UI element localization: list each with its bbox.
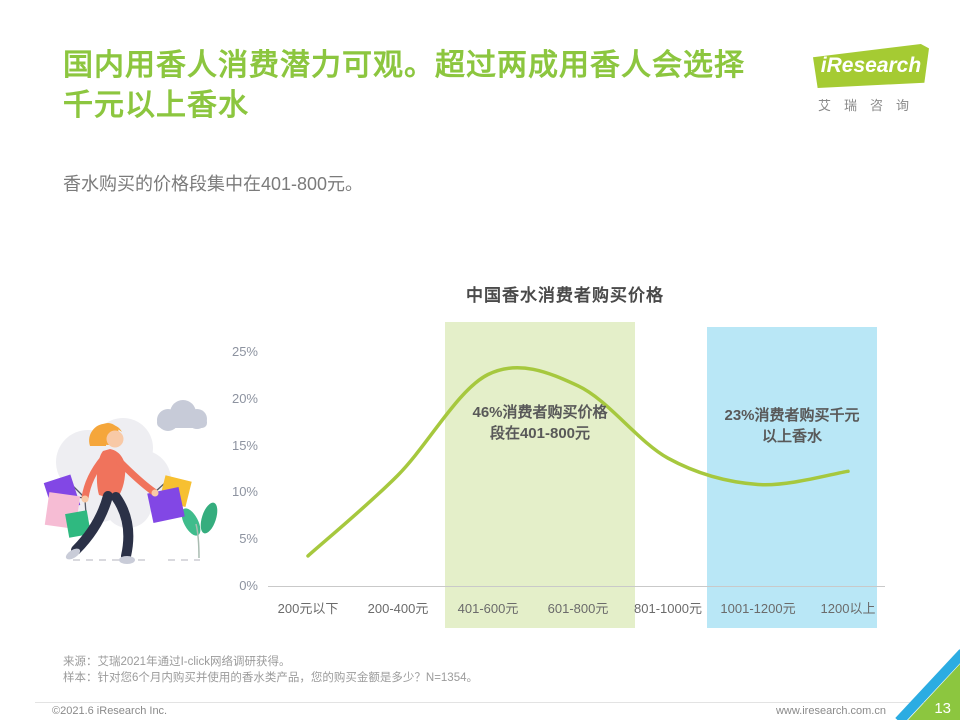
highlight-box-401-800 [445, 322, 635, 628]
website-link[interactable]: www.iresearch.com.cn [775, 705, 886, 717]
iresearch-logo-mark: iResearch [813, 44, 929, 88]
woman-figure [65, 423, 159, 564]
plant-shape [181, 502, 218, 559]
x-axis-line [268, 586, 885, 587]
sample-line: 样本：针对您6个月内购买并使用的香水类产品，您的购买金额是多少？N=1354。 [63, 672, 478, 684]
x-axis-label: 1001-1200元 [720, 601, 796, 616]
iresearch-logo-text: iResearch [820, 54, 922, 77]
page-title-line2: 千元以上香水 [63, 89, 249, 122]
x-axis-label: 200元以下 [277, 601, 339, 616]
annotation-over-1000: 23%消费者购买千元 以上香水 [724, 407, 860, 445]
y-axis-tick: 10% [231, 484, 258, 499]
shopping-bags-left [43, 474, 91, 538]
iresearch-logo-chinese: 艾瑞咨询 [818, 98, 923, 113]
y-axis-tick: 20% [231, 391, 258, 406]
y-axis-tick: 0% [239, 578, 258, 593]
x-axis-label: 200-400元 [367, 601, 429, 616]
x-axis-label: 601-800元 [547, 601, 609, 616]
x-axis-label: 801-1000元 [634, 601, 702, 616]
annotation-401-800: 46%消费者购买价格 段在401-800元 [472, 404, 608, 442]
page-number: 13 [934, 700, 951, 717]
y-axis-tick: 25% [231, 344, 258, 359]
slide-subtitle: 香水购买的价格段集中在401-800元。 [63, 174, 364, 194]
highlight-box-over-1000 [707, 327, 877, 628]
chart-title: 中国香水消费者购买价格 [466, 286, 664, 305]
cloud-icon [157, 400, 207, 431]
footer-divider [35, 702, 925, 703]
page-title: 国内用香人消费潜力可观。超过两成用香人会选择 千元以上香水 [63, 46, 793, 126]
copyright-text: ©2021.6 iResearch Inc. [52, 705, 168, 717]
x-axis-label: 401-600元 [457, 601, 519, 616]
source-notes: 来源：艾瑞2021年通过I-click网络调研获得。 样本：针对您6个月内购买并… [63, 654, 478, 686]
source-line: 来源：艾瑞2021年通过I-click网络调研获得。 [63, 656, 291, 668]
iresearch-logo: iResearch 艾瑞咨询 [813, 44, 938, 114]
price-distribution-chart: 25% 20% 15% 10% 5% 0% 46%消费者购买价格 段在401-8… [230, 315, 900, 645]
page-title-line1: 国内用香人消费潜力可观。超过两成用香人会选择 [63, 49, 745, 82]
y-axis-tick: 5% [239, 531, 258, 546]
y-axis-tick: 15% [231, 438, 258, 453]
x-axis-label: 1200以上 [820, 601, 876, 616]
shopper-illustration [43, 400, 218, 564]
